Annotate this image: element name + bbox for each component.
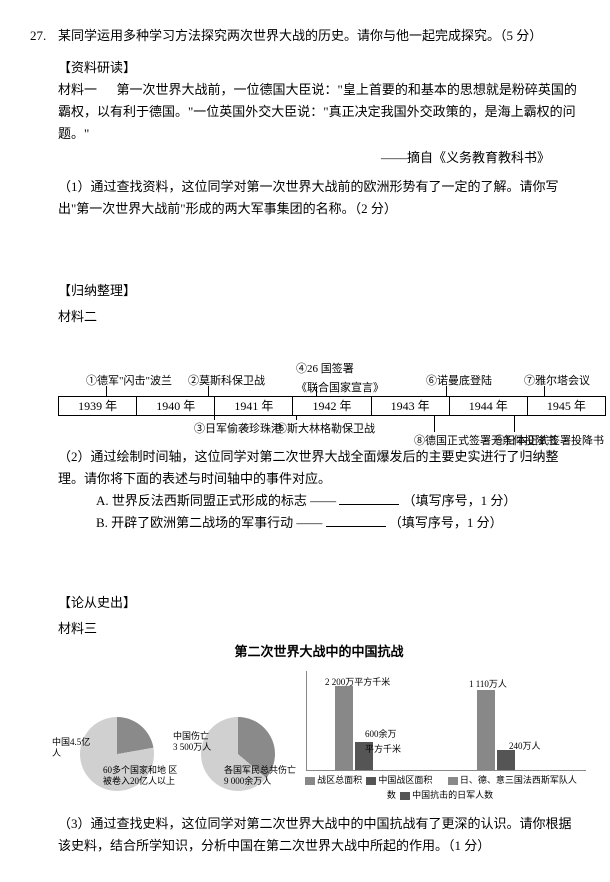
timeline-bottom-event: ⑤斯大林格勒保卫战	[276, 420, 375, 439]
timeline-year: 1944 年	[450, 397, 528, 415]
legend2b: 中国抗击的日军人数	[412, 790, 493, 800]
section2-title: 【归纳整理】	[58, 280, 580, 302]
bar-chart: 2 200万平方千米 600余万 平方千米 1 110万人 240万人	[306, 671, 586, 771]
material2-label: 材料二	[58, 306, 580, 328]
pie1-left-label: 中国4.5亿人	[52, 737, 92, 759]
material1-source: ——摘自《义务教育教科书》	[58, 147, 550, 169]
question-number: 27.	[30, 25, 46, 47]
legend1a: 战区总面积	[317, 775, 362, 785]
timeline-top-event: ⑥诺曼底登陆	[426, 372, 492, 391]
option-b-post: （填写序号，1 分）	[389, 515, 503, 530]
timeline-bottom-event: ③日军偷袭珍珠港	[194, 420, 282, 439]
pie-chart-1: 中国4.5亿人 60多个国家和地 区被卷入20亿人以上	[58, 711, 173, 803]
timeline-top-event: ①德军"闪击"波兰	[86, 372, 172, 391]
material1-label: 材料一	[58, 82, 97, 97]
blank-b[interactable]	[326, 513, 386, 527]
option-a-pre: A. 世界反法西斯同盟正式形成的标志 ——	[96, 493, 336, 508]
timeline-year: 1943 年	[372, 397, 450, 415]
bar2-v2: 240万人	[509, 739, 541, 754]
legend1b: 中国战区面积	[378, 775, 432, 785]
bar1-v1: 2 200万平方千米	[325, 675, 390, 690]
timeline: 1939 年1940 年1941 年1942 年1943 年1944 年1945…	[58, 358, 606, 436]
chart-title: 第二次世界大战中的中国抗战	[58, 641, 580, 663]
timeline-top-event: ④26 国签署《联合国家宣言》	[296, 360, 384, 397]
sub-q1: （1）通过查找资料，这位同学对第一次世界大战前的欧洲形势有了一定的了解。请你写出…	[58, 179, 559, 216]
bar2-v1: 1 110万人	[469, 677, 507, 692]
blank-a[interactable]	[339, 491, 399, 505]
timeline-year: 1939 年	[59, 397, 137, 415]
timeline-year: 1945 年	[528, 397, 605, 415]
option-b-pre: B. 开辟了欧洲第二战场的军事行动 ——	[96, 515, 322, 530]
pie2-left-label: 中国伤亡 3 500万人	[173, 731, 215, 753]
bar-1a	[335, 686, 353, 770]
pie1-right-label: 60多个国家和地 区被卷入20亿人以上	[103, 765, 181, 787]
timeline-year: 1942 年	[293, 397, 371, 415]
option-a-post: （填写序号，1 分）	[403, 493, 517, 508]
question-text: 某同学运用多种学习方法探究两次世界大战的历史。请你与他一起完成探究。（5 分）	[58, 25, 580, 47]
timeline-bottom-event: ⑨日本正式签署投降书	[494, 432, 604, 451]
timeline-year: 1941 年	[215, 397, 293, 415]
timeline-top-event: ②莫斯科保卫战	[188, 372, 265, 391]
pie2-right-label: 各国军民总共伤亡 9 000余万人	[224, 765, 302, 787]
bar-2a	[477, 690, 495, 770]
pie-chart-2: 中国伤亡 3 500万人 各国军民总共伤亡 9 000余万人	[179, 711, 294, 803]
timeline-top-event: ⑦雅尔塔会议	[524, 372, 590, 391]
section3-title: 【论从史出】	[58, 592, 580, 614]
sub-q2: （2）通过绘制时间轴，这位同学对第二次世界大战全面爆发后的主要史实进行了归纳整理…	[58, 449, 559, 486]
section1-title: 【资料研读】	[58, 57, 580, 79]
sub-q3: （3）通过查找史料，这位同学对第二次世界大战中的中国抗战有了更深的认识。请你根据…	[58, 816, 572, 853]
timeline-year: 1940 年	[137, 397, 215, 415]
charts: 中国4.5亿人 60多个国家和地 区被卷入20亿人以上 中国伤亡 3 500万人…	[58, 671, 580, 804]
bar1-v2: 600余万 平方千米	[365, 727, 401, 758]
material3-label: 材料三	[58, 618, 580, 640]
material1-text: 第一次世界大战前，一位德国大臣说："皇上首要的和基本的思想就是粉碎英国的霸权，以…	[58, 82, 577, 141]
